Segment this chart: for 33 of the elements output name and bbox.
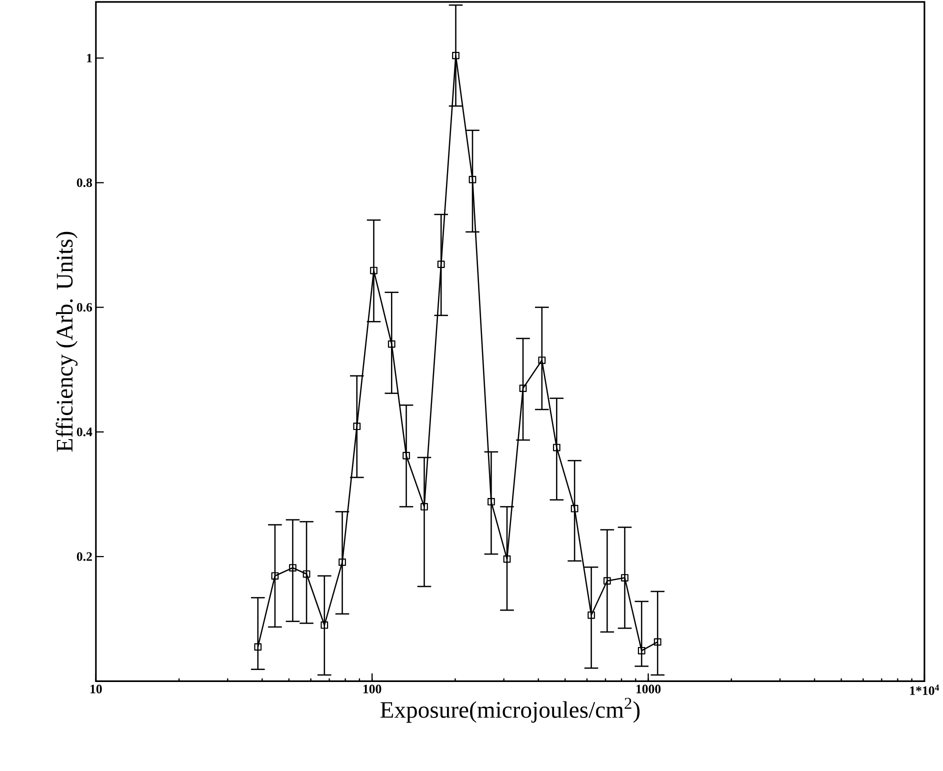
point bbox=[370, 266, 378, 274]
point bbox=[488, 498, 495, 506]
y-tick-label: 0.4 bbox=[76, 428, 92, 436]
point bbox=[271, 572, 279, 580]
point bbox=[388, 340, 396, 348]
point bbox=[519, 384, 527, 392]
point bbox=[402, 452, 410, 460]
point bbox=[254, 643, 262, 651]
point bbox=[621, 574, 628, 582]
point bbox=[570, 504, 578, 512]
x-axis-title: Exposure(microjoules/cm$^{2}$) bbox=[380, 698, 640, 723]
point bbox=[420, 502, 428, 510]
point bbox=[302, 570, 310, 578]
point bbox=[353, 422, 361, 430]
point bbox=[654, 638, 662, 646]
x-tick-label: 10 bbox=[90, 684, 102, 694]
point bbox=[638, 646, 646, 654]
x-tick-label: 100 bbox=[364, 684, 382, 694]
point bbox=[503, 555, 511, 563]
y-axis-title: Efficiency (Arb. Units) bbox=[56, 232, 78, 452]
x-tick-label: 1000 bbox=[636, 684, 661, 694]
y-tick-label: 0.8 bbox=[76, 178, 92, 187]
point bbox=[552, 444, 560, 452]
y-tick-label: 0.2 bbox=[76, 552, 92, 561]
point bbox=[437, 260, 445, 268]
point bbox=[538, 356, 546, 364]
y-tick-label: 1 bbox=[87, 54, 92, 62]
y-tick-label: 0.6 bbox=[76, 302, 92, 312]
point bbox=[603, 577, 611, 584]
point bbox=[338, 558, 346, 566]
point bbox=[588, 611, 595, 619]
x-tick-label: 1*10$^{4}$ bbox=[910, 684, 940, 695]
point bbox=[320, 621, 328, 629]
